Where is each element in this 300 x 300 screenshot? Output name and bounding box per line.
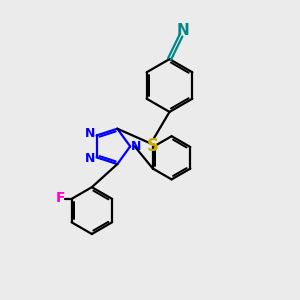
Text: N: N: [85, 152, 96, 165]
Text: N: N: [85, 127, 96, 140]
Text: N: N: [130, 140, 141, 153]
Text: S: S: [146, 137, 158, 155]
Text: F: F: [56, 191, 65, 205]
Text: N: N: [177, 23, 189, 38]
